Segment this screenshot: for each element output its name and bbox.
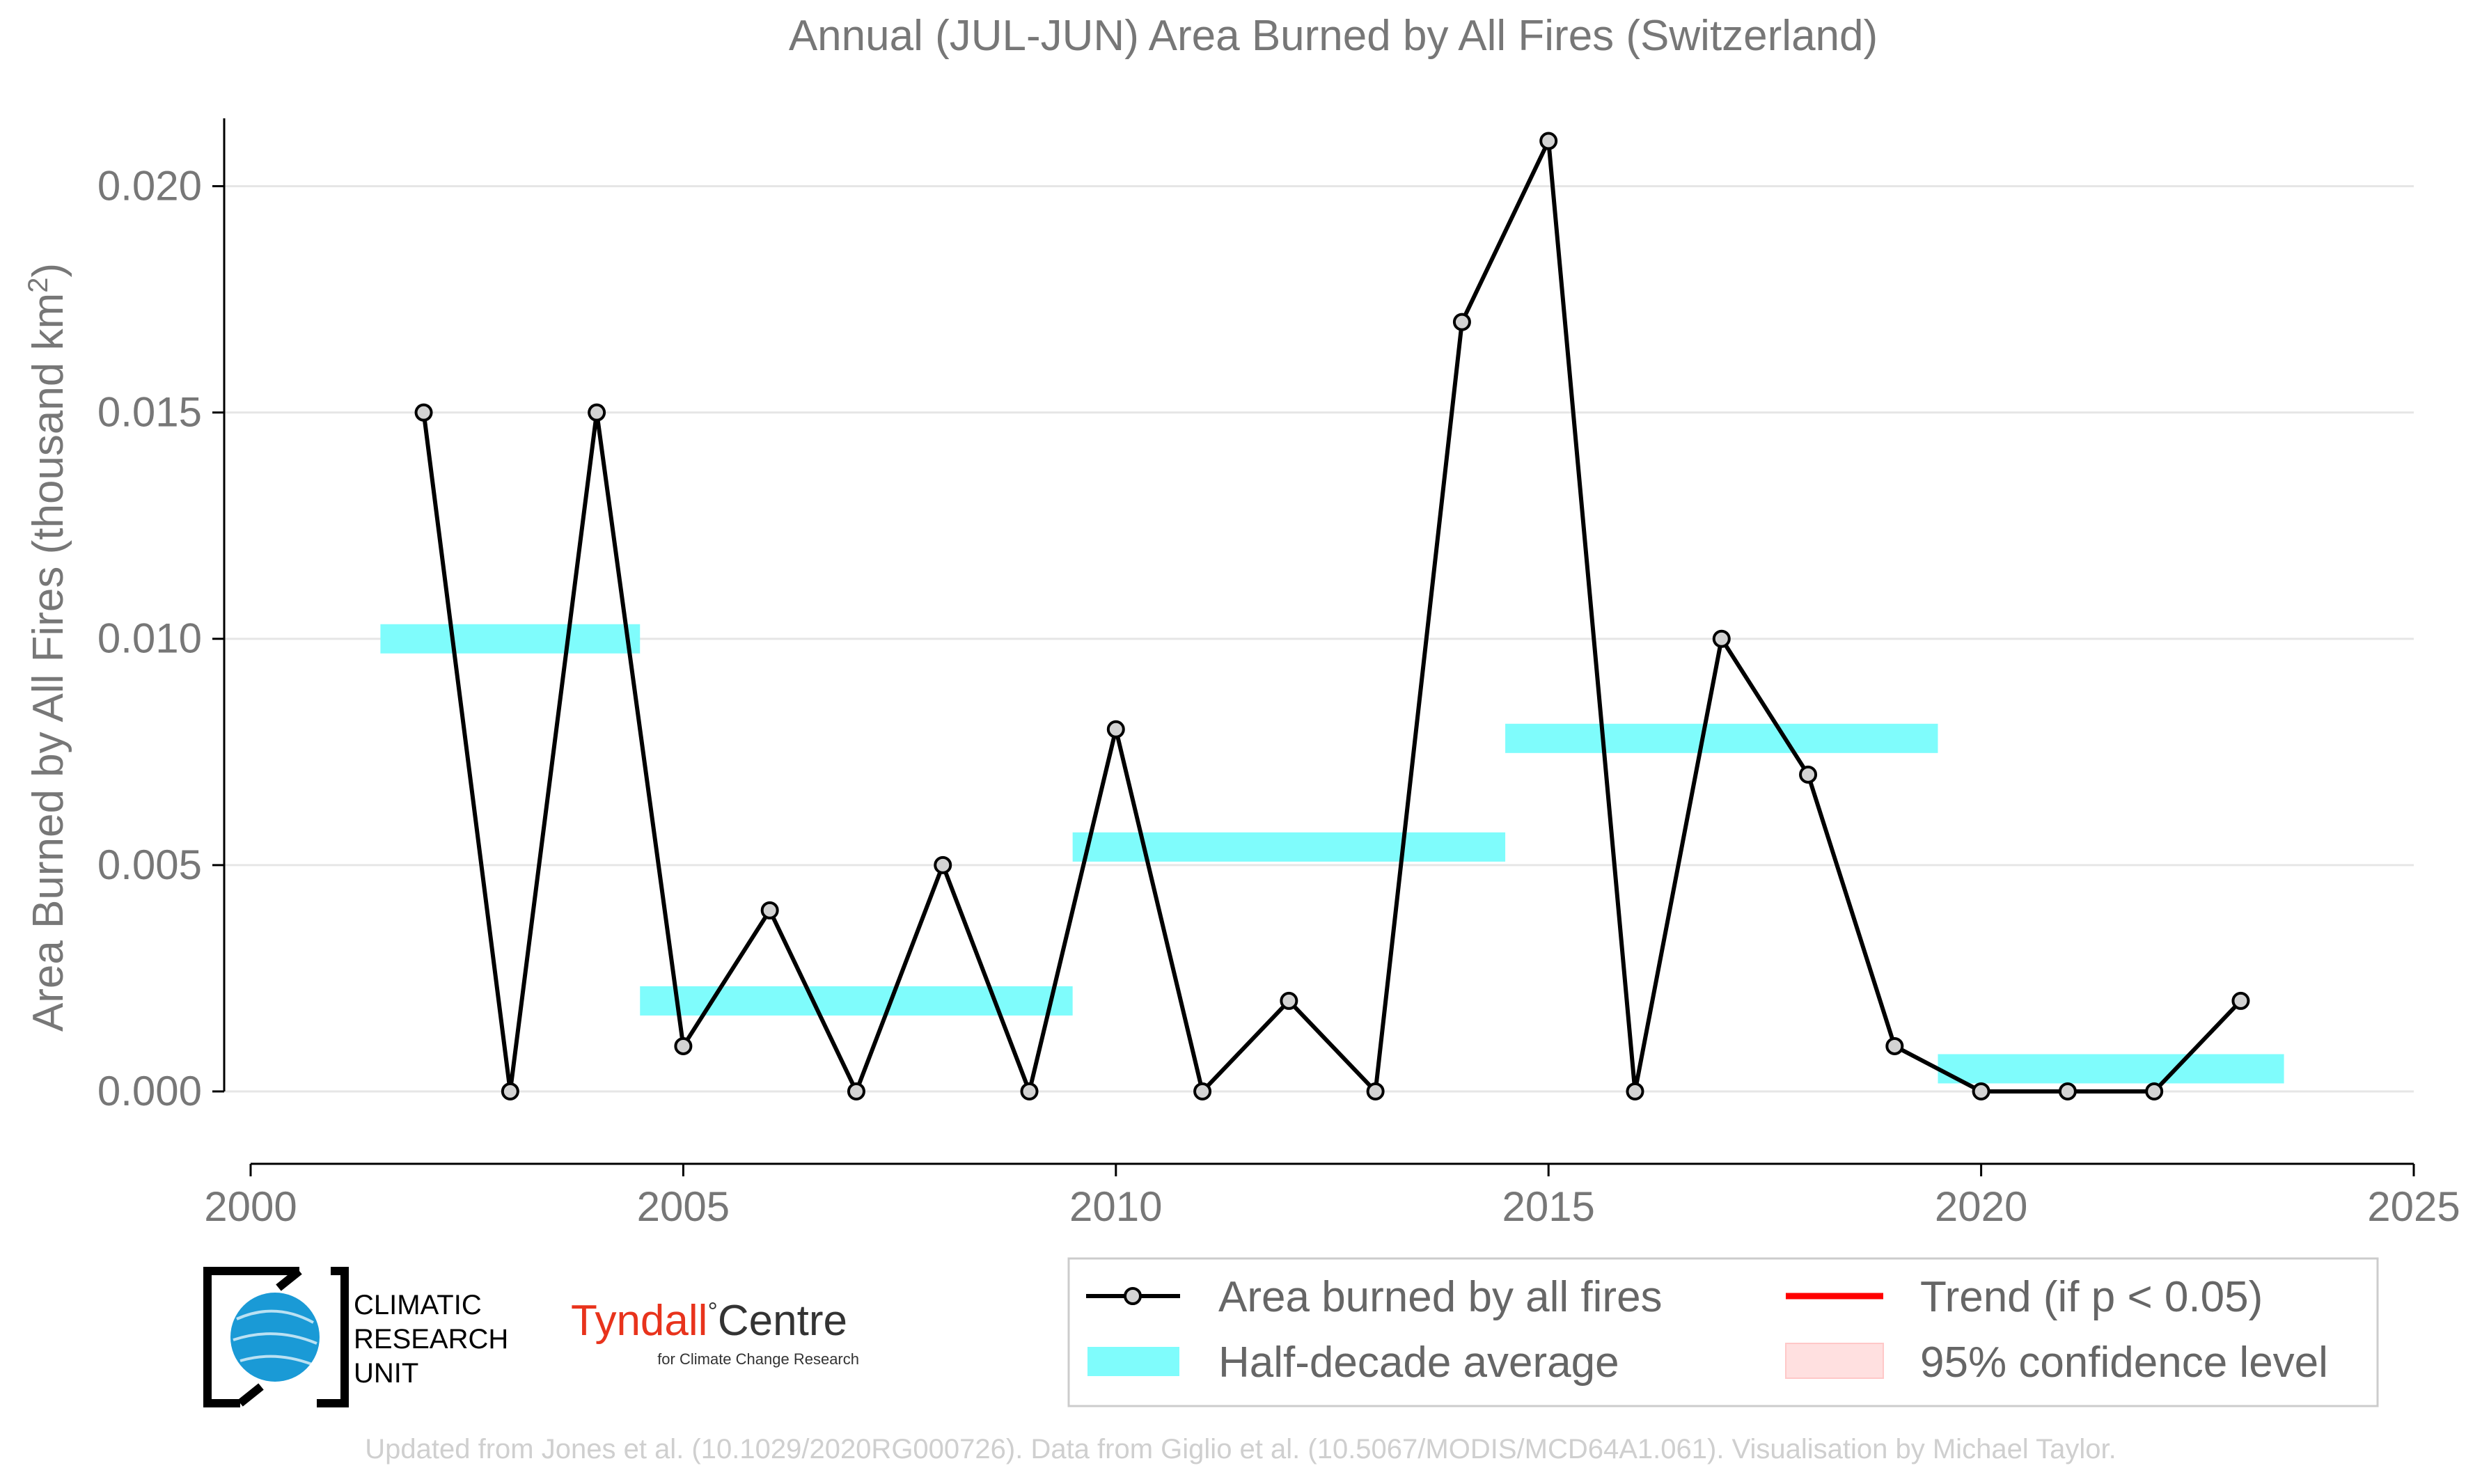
cru-text-line-2: RESEARCH [354,1324,508,1355]
cru-text-line-1: CLIMATIC [354,1290,482,1320]
half-decade-band [1938,1054,2284,1084]
data-point [1972,1082,1990,1100]
data-point [760,901,779,919]
data-point [934,855,952,874]
cru-logo: CLIMATIC RESEARCH UNIT [203,1267,508,1407]
y-tick-label: 0.010 [97,615,202,662]
y-axis-label-close: ) [24,263,72,278]
legend: Area burned by all fires Half-decade ave… [1067,1257,2379,1407]
data-point [2145,1082,2164,1100]
data-point [847,1082,865,1100]
x-tick-label: 2025 [2367,1183,2460,1230]
data-point [414,403,433,422]
legend-label-trend: Trend (if p < 0.05) [1920,1273,2263,1321]
tyndall-logo: Tyndall°Centre for Climate Change Resear… [571,1297,859,1368]
data-point [1020,1082,1039,1100]
tyndall-degree: ° [707,1297,717,1325]
legend-band-swatch [1087,1347,1179,1376]
x-tick-label: 2010 [1069,1183,1162,1230]
legend-label-half-decade: Half-decade average [1218,1339,1619,1387]
y-tick-label: 0.020 [97,163,202,210]
cru-text-line-3: UNIT [354,1358,418,1389]
data-point [1539,132,1558,150]
half-decade-band [380,624,641,654]
legend-frame [1067,1257,2379,1407]
data-point [1712,629,1731,648]
y-tick-label: 0.000 [97,1068,202,1114]
axes [212,118,2415,1176]
series-area-burned [414,132,2250,1100]
globe-lines [233,1309,317,1366]
legend-label-area-burned: Area burned by all fires [1218,1273,1663,1321]
chart-title: Annual (JUL-JUN) Area Burned by All Fire… [789,12,1878,60]
data-point [1280,991,1298,1010]
data-point [501,1082,519,1100]
cru-frame-notch-top [276,1268,302,1291]
data-point [1106,720,1125,739]
data-point [1366,1082,1385,1100]
cru-frame-notch-bottom [237,1383,264,1407]
x-tick-label: 2015 [1502,1183,1594,1230]
tyndall-wordmark: Tyndall°Centre [571,1297,847,1345]
y-tick-label: 0.015 [97,389,202,436]
data-point [1193,1082,1212,1100]
data-point [1885,1036,1904,1055]
x-tick-label: 2000 [204,1183,297,1230]
data-point [674,1036,693,1055]
data-point [2231,991,2250,1010]
y-tick-label: 0.005 [97,842,202,888]
half-decade-band [1505,723,1938,753]
y-axis-label-sup: 2 [23,278,54,293]
legend-confidence-swatch [1785,1343,1884,1379]
data-point [1452,313,1471,331]
footer-credits: Updated from Jones et al. (10.1029/2020R… [365,1434,2116,1465]
legend-label-confidence: 95% confidence level [1920,1339,2328,1387]
tyndall-centre: Centre [718,1297,847,1345]
series-line [421,139,2243,1094]
y-axis-label: Area Burned by All Fires (thousand km2) [23,263,72,1032]
x-tick-label: 2020 [1935,1183,2027,1230]
tick-labels: 0.000 0.005 0.010 0.015 0.020 2000 2005 2010 201… [97,163,2460,1230]
tyndall-subtitle: for Climate Change Research [657,1350,859,1368]
half-decade-band [1072,832,1506,862]
x-tick-label: 2005 [637,1183,730,1230]
legend-marker-swatch [1124,1287,1142,1305]
data-point [588,403,606,422]
data-point [2058,1082,2077,1100]
data-point [1626,1082,1644,1100]
y-axis-label-main: Area Burned by All Fires (thousand km [24,293,72,1032]
cru-frame [203,1267,349,1407]
tyndall-name: Tyndall [571,1297,707,1345]
data-point [1799,765,1818,784]
half-decade-bands [380,624,2284,1084]
